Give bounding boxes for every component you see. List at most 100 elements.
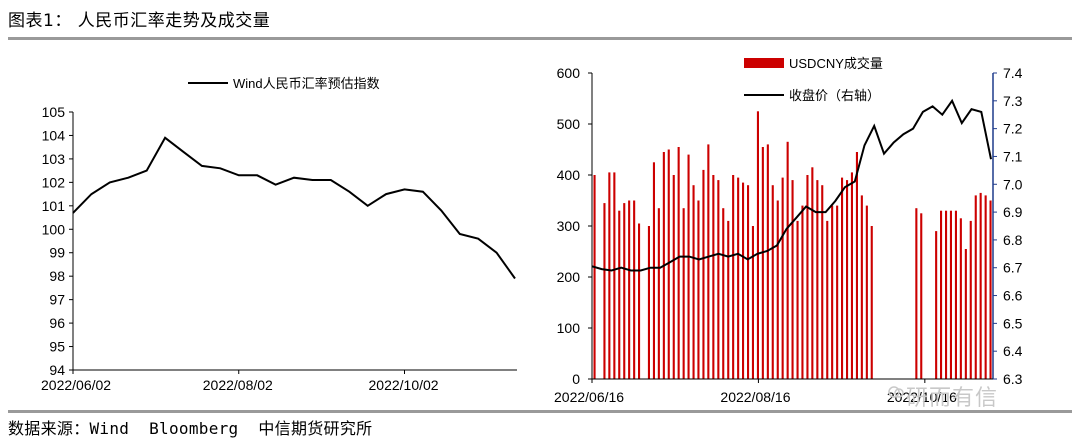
volume-bar <box>623 203 626 379</box>
volume-bar <box>737 177 740 379</box>
volume-bar <box>692 185 695 379</box>
left-y-tick-label: 104 <box>42 127 66 143</box>
top-rule <box>8 37 1072 40</box>
left-y-tick-label: 105 <box>42 104 66 120</box>
volume-bar <box>677 147 680 379</box>
chart-right-usdcny: 0 100 200 300 400 500 600 6.3 6.4 6.5 6.6 6.7 6.8 6.9… <box>554 56 1023 405</box>
volume-bar <box>603 203 606 379</box>
left-x-tick-label: 2022/10/02 <box>369 377 439 393</box>
volume-bar <box>717 180 720 379</box>
left-y-tick-label: 99 <box>49 245 65 261</box>
volume-bar <box>811 167 814 379</box>
volume-bar <box>786 141 789 379</box>
right-right-y-tick-label: 6.9 <box>1003 204 1023 220</box>
left-y-tick-label: 100 <box>42 221 66 237</box>
volume-bar <box>742 182 745 379</box>
right-right-y-tick-label: 7.4 <box>1003 65 1023 81</box>
right-left-y-tick-label: 600 <box>557 65 581 81</box>
left-y-tick-label: 103 <box>42 151 66 167</box>
volume-bar <box>989 200 992 379</box>
volume-bar <box>920 213 923 380</box>
volume-bar <box>949 210 952 379</box>
left-axes <box>69 111 517 374</box>
data-source-note: 数据来源：Wind Bloomberg 中信期货研究所 <box>8 419 373 438</box>
watermark-text: 研而有信 <box>906 386 999 411</box>
volume-bar <box>647 226 650 379</box>
right-x-tick-label: 2022/10/16 <box>887 389 957 405</box>
right-left-y-tick-label: 400 <box>557 167 581 183</box>
volume-bar <box>702 169 705 379</box>
volume-bar <box>756 111 759 380</box>
volume-bar <box>638 223 641 379</box>
right-right-y-tick-label: 7.3 <box>1003 93 1023 109</box>
volume-bar <box>593 175 596 379</box>
volume-bar <box>945 210 948 379</box>
right-left-y-tick-label: 100 <box>557 320 581 336</box>
right-right-y-tick-label: 6.4 <box>1003 343 1023 359</box>
volume-bar <box>801 205 804 379</box>
left-y-tick-label: 94 <box>49 362 65 378</box>
right-x-tick-label: 2022/06/16 <box>554 389 624 405</box>
volume-bar <box>657 208 660 379</box>
volume-bar <box>940 210 943 379</box>
bottom-rule <box>8 410 1072 413</box>
volume-bar <box>682 208 685 379</box>
volume-bar <box>652 162 655 380</box>
volume-bar <box>781 177 784 379</box>
volume-bar <box>984 195 987 379</box>
volume-bar <box>954 210 957 379</box>
right-right-y-tick-label: 7.2 <box>1003 121 1023 137</box>
right-right-y-tick-label: 6.5 <box>1003 315 1023 331</box>
right-left-y-tick-label: 500 <box>557 116 581 132</box>
watermark-chat-icon <box>888 386 904 398</box>
volume-bar <box>761 147 764 379</box>
volume-bar <box>697 200 700 379</box>
close-price-line <box>591 98 992 272</box>
volume-bar <box>855 152 858 379</box>
volume-bar <box>865 205 868 379</box>
volume-bar <box>633 200 636 379</box>
volume-bar <box>959 218 962 379</box>
right-right-y-tick-label: 6.8 <box>1003 232 1023 248</box>
right-right-y-tick-label: 7.1 <box>1003 148 1023 164</box>
volume-bar <box>796 220 799 379</box>
volume-bar <box>608 172 611 379</box>
left-y-tick-label: 102 <box>42 174 66 190</box>
volume-bar <box>836 205 839 379</box>
left-y-tick-label: 95 <box>49 339 65 355</box>
volume-bar <box>766 144 769 379</box>
volume-bar <box>618 210 621 379</box>
volume-bar <box>732 175 735 379</box>
volume-bar <box>667 149 670 379</box>
volume-bar <box>964 249 967 379</box>
right-right-y-tick-label: 6.7 <box>1003 260 1023 276</box>
legend-label-volume: USDCNY成交量 <box>789 56 883 71</box>
right-left-y-tick-label: 200 <box>557 269 581 285</box>
volume-bar <box>860 195 863 379</box>
left-y-tick-label: 101 <box>42 198 66 214</box>
volume-bar <box>791 180 794 379</box>
chart-left-rmb-index: 94 95 96 97 98 99 100 101 102 103 104 105 2022/06/02… <box>41 76 517 393</box>
left-y-tick-label: 98 <box>49 268 65 284</box>
volume-bar <box>826 220 829 379</box>
legend-label-rmb-index: Wind人民币汇率预估指数 <box>233 76 380 91</box>
left-y-tick-label: 96 <box>49 315 65 331</box>
left-x-tick-label: 2022/08/02 <box>203 377 273 393</box>
volume-bar <box>747 185 750 379</box>
volume-bar <box>806 175 809 379</box>
volume-bar <box>628 200 631 379</box>
right-axes <box>588 72 997 383</box>
legend-bar-swatch <box>744 58 784 68</box>
left-legend: Wind人民币汇率预估指数 <box>188 76 380 91</box>
volume-bars <box>593 111 992 380</box>
right-left-y-tick-label: 0 <box>572 371 580 387</box>
volume-bar <box>727 220 730 379</box>
volume-bar <box>776 200 779 379</box>
volume-bar <box>831 205 834 379</box>
right-x-tick-label: 2022/08/16 <box>720 389 790 405</box>
figure-title: 图表1： 人民币汇率走势及成交量 <box>8 11 271 31</box>
right-legend: USDCNY成交量 收盘价（右轴） <box>744 56 883 103</box>
volume-bar <box>979 192 982 379</box>
right-right-y-tick-label: 6.3 <box>1003 371 1023 387</box>
volume-bar <box>821 185 824 379</box>
